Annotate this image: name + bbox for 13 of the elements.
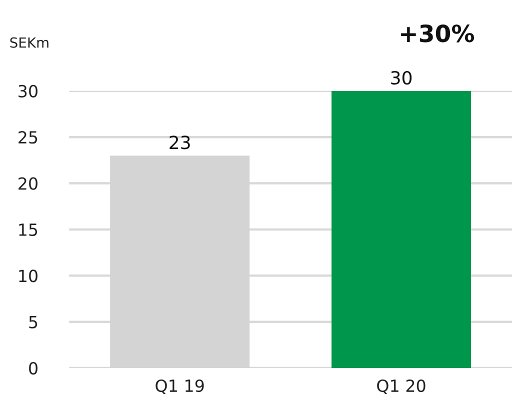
chart-title: +30% bbox=[401, 24, 474, 42]
data-label: 30 bbox=[391, 70, 412, 85]
y-axis-title: SEKm bbox=[10, 37, 48, 48]
y-tick-label: 5 bbox=[29, 316, 38, 328]
y-tick-label: 0 bbox=[29, 362, 38, 375]
data-label: 23 bbox=[170, 136, 190, 150]
y-tick-label: 15 bbox=[19, 224, 38, 236]
x-tick-label: Q1 20 bbox=[377, 379, 426, 394]
x-tick-label: Q1 19 bbox=[156, 379, 204, 394]
y-tick-label: 10 bbox=[19, 270, 38, 282]
y-tick-label: 30 bbox=[18, 84, 38, 98]
y-tick-label: 20 bbox=[18, 177, 38, 190]
y-tick-label: 25 bbox=[18, 131, 38, 144]
